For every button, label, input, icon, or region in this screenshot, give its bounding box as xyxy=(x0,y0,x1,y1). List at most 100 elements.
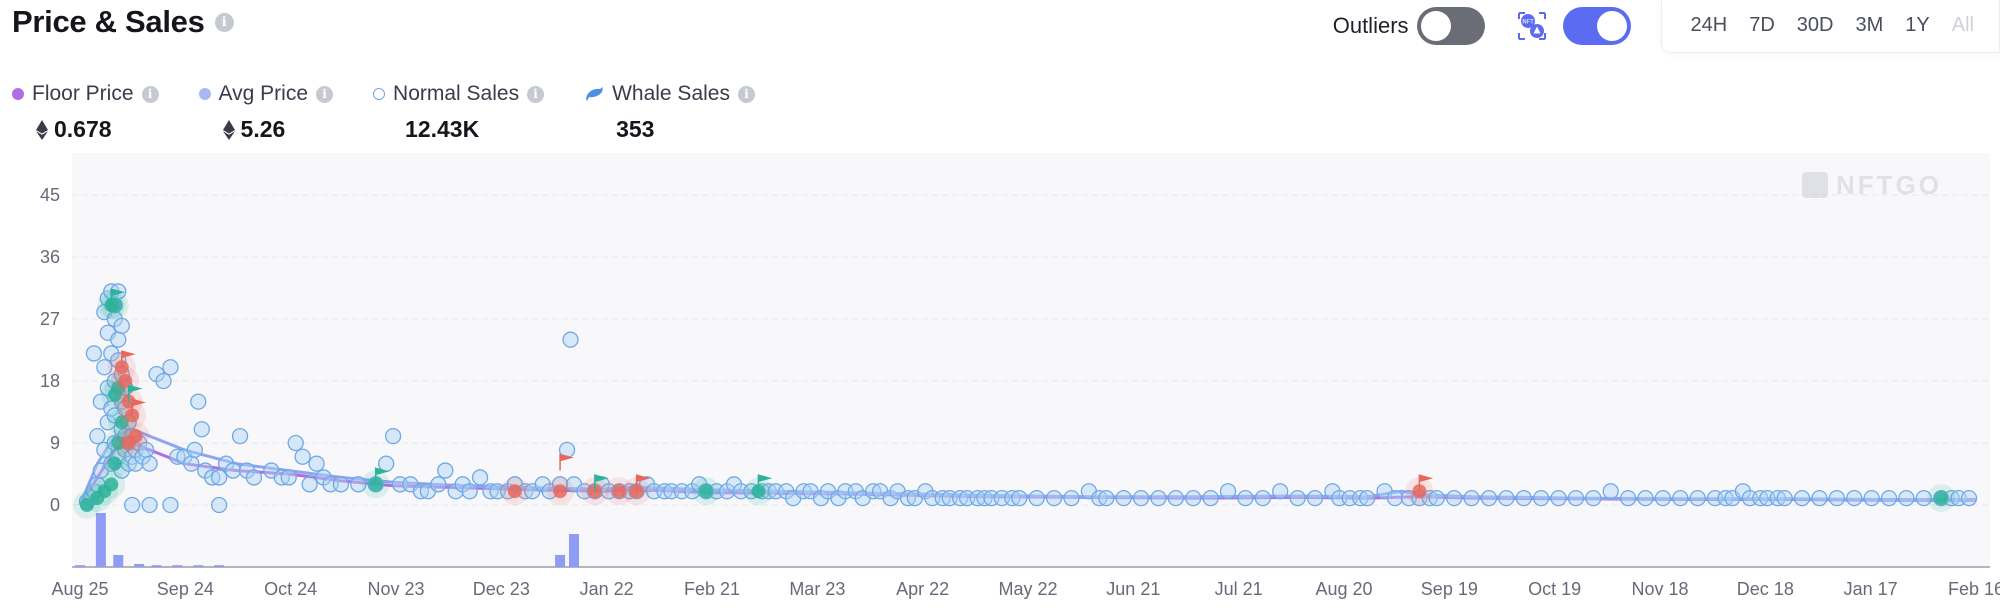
normal-sale-point xyxy=(1028,489,1045,507)
whale-flag-icon xyxy=(757,474,773,492)
range-button-3m[interactable]: 3M xyxy=(1855,14,1884,36)
normal-sale-point xyxy=(294,448,311,465)
info-icon[interactable]: i xyxy=(737,85,755,103)
info-icon[interactable]: i xyxy=(141,85,159,103)
x-tick-label: Oct 24 xyxy=(264,579,317,599)
normal-sale-point xyxy=(96,359,113,376)
legend-label-row: Whale Sales i xyxy=(584,82,755,106)
legend-item[interactable]: Normal Sales i 12.43K xyxy=(373,82,545,143)
legend-value: 353 xyxy=(616,116,655,142)
price-sales-chart: 0 9 18 27 36 45 Aug 25 Sep 24 Oct 24 Nov 23 Dec 23… xyxy=(40,153,2000,599)
whale-sale-point xyxy=(104,477,119,492)
normal-sale-point xyxy=(1463,489,1480,507)
normal-sale-point xyxy=(1098,489,1115,507)
outliers-toggle[interactable] xyxy=(1416,7,1485,45)
y-tick-label: 27 xyxy=(40,309,60,329)
volume-bar xyxy=(134,564,145,567)
x-tick-label: Sep 19 xyxy=(1421,579,1478,599)
x-tick-label: Sep 24 xyxy=(157,579,214,599)
range-button-24h[interactable]: 24H xyxy=(1690,14,1728,36)
normal-sale-point xyxy=(1898,489,1915,507)
range-button-1y[interactable]: 1Y xyxy=(1905,14,1930,36)
x-tick-label: Jun 21 xyxy=(1106,579,1160,599)
normal-sale-point xyxy=(224,462,242,479)
normal-sale-point xyxy=(1637,489,1654,507)
normal-sale-point xyxy=(162,359,179,376)
legend-value-row: 12.43K xyxy=(373,116,544,143)
chart-legend: Floor Price i 0.678 Avg Price i 5.26 Normal Sa… xyxy=(12,82,795,143)
info-icon[interactable]: i xyxy=(316,85,334,103)
normal-sale-point xyxy=(193,421,210,438)
legend-item[interactable]: Floor Price i 0.678 xyxy=(12,82,159,143)
normal-sale-point xyxy=(1654,489,1672,507)
range-button-30d[interactable]: 30D xyxy=(1796,14,1834,36)
normal-sale-point xyxy=(1359,489,1376,507)
normal-sale-point xyxy=(1498,489,1515,507)
normal-sale-point xyxy=(1960,489,1978,507)
x-tick-label: Mar 23 xyxy=(789,579,845,599)
title-text: Price & Sales xyxy=(12,4,205,39)
normal-sale-point xyxy=(190,393,207,410)
whale-flag-icon xyxy=(110,288,126,306)
legend-value-row: 5.26 xyxy=(199,116,334,143)
legend-value-row: 353 xyxy=(584,116,755,143)
normal-sale-point xyxy=(1306,489,1324,507)
x-tick-label: Nov 18 xyxy=(1631,579,1688,599)
normal-sale-point xyxy=(245,469,263,486)
normal-sale-point xyxy=(1428,489,1445,507)
normal-sale-point xyxy=(1915,489,1932,507)
watermark-text: NFTGO xyxy=(1836,170,1942,200)
legend-item[interactable]: Avg Price i 5.26 xyxy=(198,82,334,143)
volume-bar xyxy=(555,555,566,567)
info-icon[interactable]: i xyxy=(214,12,234,32)
info-icon[interactable]: i xyxy=(527,85,545,103)
eth-icon xyxy=(222,119,235,140)
x-tick-label: Aug 25 xyxy=(51,579,108,599)
whale-flag-icon xyxy=(120,350,136,368)
normal-sale-point xyxy=(1063,489,1080,507)
normal-sale-point xyxy=(1045,489,1063,507)
y-tick-label: 9 xyxy=(50,433,60,453)
normal-sale-point xyxy=(124,496,141,514)
nft-toggle[interactable] xyxy=(1562,7,1631,45)
normal-sale-point xyxy=(1480,489,1498,507)
x-tick-label: Jan 17 xyxy=(1844,579,1898,599)
normal-sale-point xyxy=(1202,489,1219,507)
normal-sale-point xyxy=(141,455,158,472)
normal-sale-point xyxy=(1446,489,1463,507)
normal-sale-point xyxy=(1219,483,1237,500)
whale-sale-point xyxy=(118,374,133,388)
whale-sale-point xyxy=(114,415,129,430)
whale-sale-point xyxy=(107,298,122,313)
x-tick-label: Apr 22 xyxy=(896,579,949,599)
volume-bar xyxy=(193,565,204,567)
nft-marketplace-icon: NFT xyxy=(1517,12,1546,40)
x-tick-label: Nov 23 xyxy=(367,579,424,599)
whale-flag-icon xyxy=(131,398,147,416)
normal-sale-point xyxy=(430,476,447,493)
whale-sale-point xyxy=(553,484,568,499)
normal-sale-point xyxy=(1619,489,1637,507)
normal-sale-point xyxy=(162,496,179,514)
legend-item[interactable]: Whale Sales i 353 xyxy=(584,82,755,143)
normal-sale-point xyxy=(1115,489,1132,507)
normal-sale-point xyxy=(183,455,200,472)
whale-flag-icon xyxy=(374,467,390,485)
legend-label: Normal Sales xyxy=(393,82,520,105)
normal-sale-point xyxy=(113,317,130,335)
normal-sale-point xyxy=(1185,489,1202,507)
legend-value: 12.43K xyxy=(405,116,480,142)
normal-sale-point xyxy=(1386,489,1404,507)
normal-sale-point xyxy=(1515,489,1532,507)
whale-flag-icon xyxy=(594,474,609,492)
range-button-all[interactable]: All xyxy=(1951,14,1974,36)
range-button-7d[interactable]: 7D xyxy=(1749,14,1775,36)
normal-sale-point xyxy=(1150,489,1167,507)
volume-bar xyxy=(95,513,106,567)
normal-sale-point xyxy=(377,455,395,472)
normal-sale-point xyxy=(280,469,297,486)
legend-value-row: 0.678 xyxy=(12,116,159,143)
legend-label-row: Avg Price i xyxy=(198,82,334,106)
svg-text:NFT: NFT xyxy=(1522,19,1534,26)
legend-ring-icon xyxy=(373,88,386,100)
